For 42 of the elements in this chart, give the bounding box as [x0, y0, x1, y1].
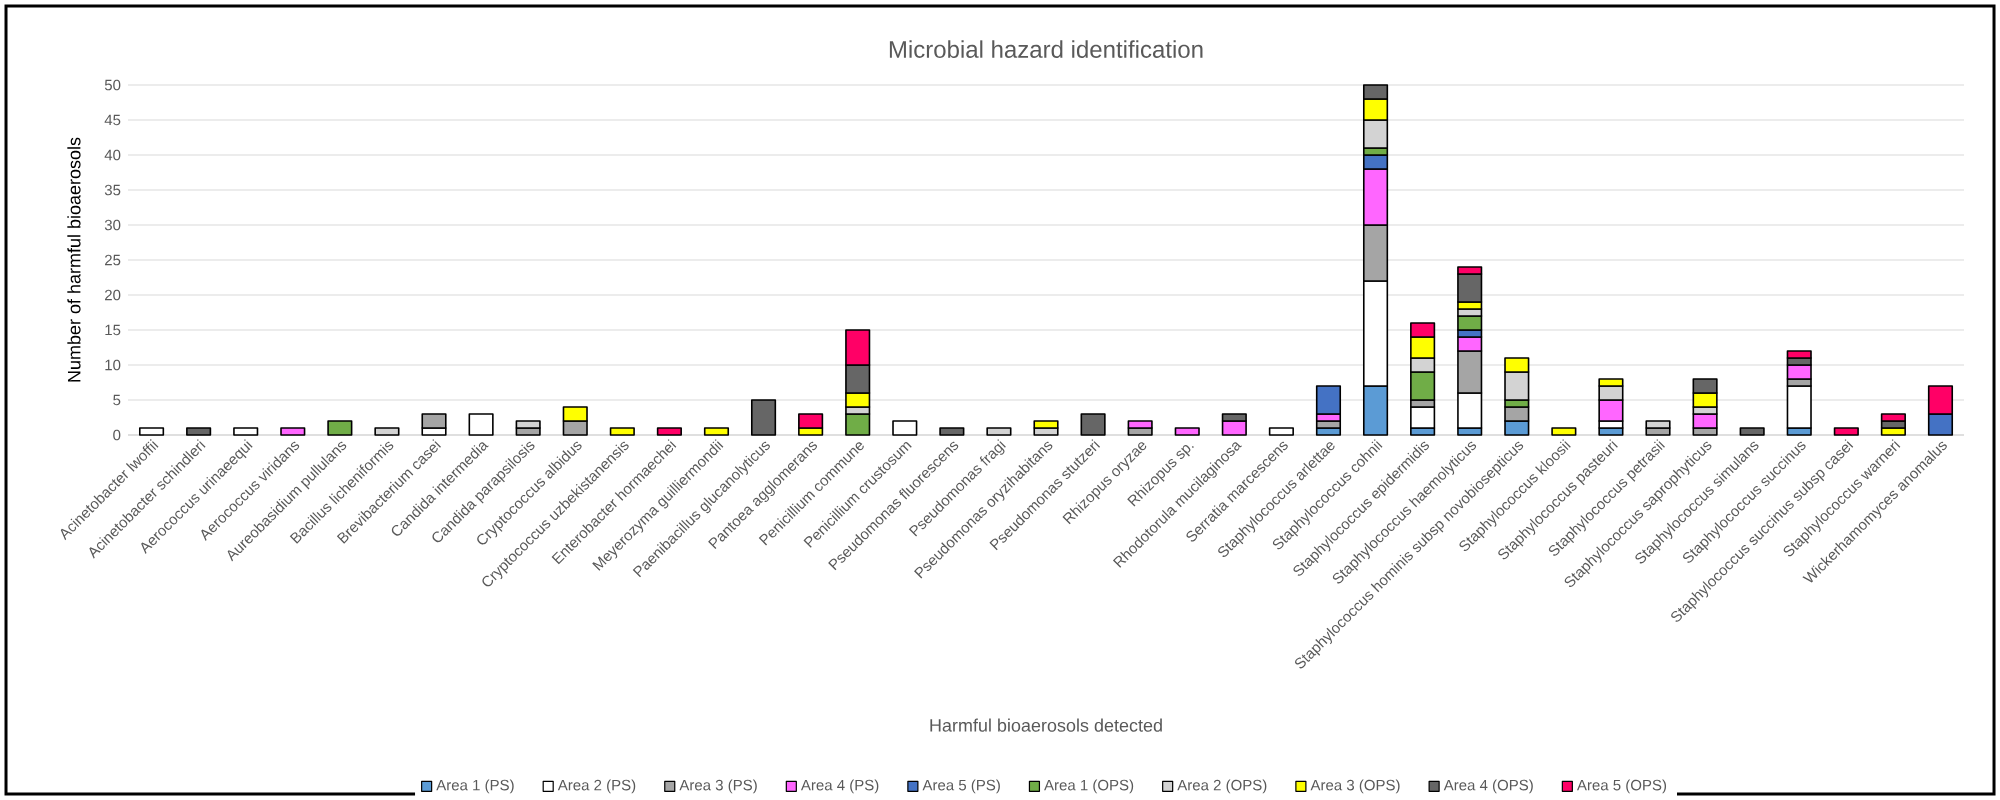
bar — [1551, 427, 1577, 436]
y-tick-label: 15 — [105, 324, 121, 336]
legend-label: Area 3 (OPS) — [1310, 779, 1400, 794]
bar — [327, 420, 353, 436]
bar — [609, 427, 635, 436]
bar — [468, 413, 494, 436]
y-tick-label: 20 — [105, 289, 121, 301]
legend-label: Area 4 (OPS) — [1443, 779, 1533, 794]
bar — [280, 427, 306, 436]
legend-label: Area 3 (PS) — [679, 779, 757, 794]
legend-label: Area 1 (OPS) — [1044, 779, 1134, 794]
bar — [233, 427, 259, 436]
legend-label: Area 5 (OPS) — [1576, 779, 1667, 794]
x-axis-title: Harmful bioaerosols detected — [930, 718, 1162, 732]
bar — [1080, 413, 1106, 436]
y-axis-title: Number of harmful bioaerosols — [67, 137, 81, 382]
bar — [1174, 427, 1200, 436]
y-tick-label: 30 — [104, 219, 121, 231]
y-tick-label: 25 — [105, 254, 121, 266]
y-tick-label: 40 — [104, 149, 121, 161]
bar — [892, 420, 918, 436]
bar — [186, 427, 212, 436]
legend-label: Area 2 (PS) — [557, 779, 636, 794]
legend-label: Area 2 (OPS) — [1177, 779, 1267, 794]
y-tick-label: 35 — [104, 184, 121, 196]
legend-label: Area 1 (PS) — [436, 779, 514, 794]
chart-title: Microbial hazard identification — [889, 40, 1203, 58]
bar — [1739, 427, 1765, 436]
legend-label: Area 4 (PS) — [800, 779, 879, 794]
bar — [656, 427, 682, 436]
bar — [750, 399, 777, 436]
legend-label: Area 5 (PS) — [922, 779, 1000, 794]
y-tick-label: 45 — [104, 114, 121, 126]
bar — [138, 427, 165, 436]
bar — [939, 427, 965, 436]
bar — [1268, 427, 1294, 436]
y-tick-label: 5 — [113, 394, 121, 406]
y-tick-label: 0 — [113, 429, 121, 441]
y-tick-label: 10 — [105, 359, 121, 371]
bar — [1833, 427, 1859, 436]
bar — [703, 427, 730, 436]
y-tick-label: 50 — [104, 79, 121, 91]
